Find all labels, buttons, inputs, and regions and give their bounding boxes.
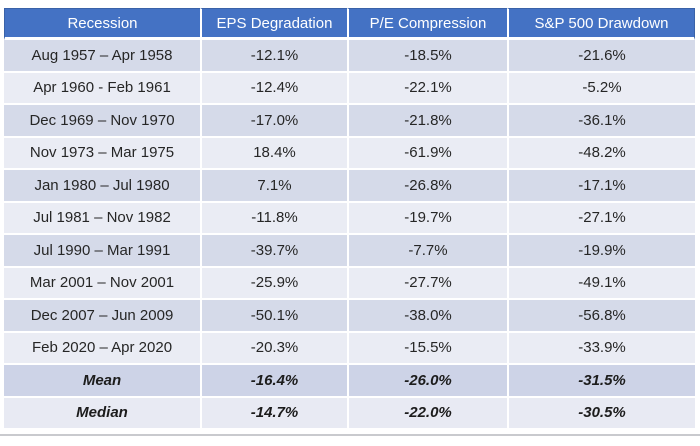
recession-cell: Apr 1960 - Feb 1961 [4, 72, 200, 105]
pe-compression-cell: -7.7% [347, 235, 507, 268]
recession-cell: Nov 1973 – Mar 1975 [4, 137, 200, 170]
recession-cell: Jul 1990 – Mar 1991 [4, 235, 200, 268]
median-pe-cell: -22.0% [347, 397, 507, 430]
recession-cell: Dec 1969 – Nov 1970 [4, 105, 200, 138]
sp500-drawdown-cell: -56.8% [507, 300, 695, 333]
recession-cell: Jul 1981 – Nov 1982 [4, 202, 200, 235]
median-drawdown-cell: -30.5% [507, 397, 695, 430]
sp500-drawdown-cell: -27.1% [507, 202, 695, 235]
mean-label: Mean [4, 365, 200, 398]
col-header-eps-degradation: EPS Degradation [200, 8, 347, 40]
pe-compression-cell: -22.1% [347, 72, 507, 105]
recession-cell: Jan 1980 – Jul 1980 [4, 170, 200, 203]
table-row: Mar 2001 – Nov 2001 -25.9% -27.7% -49.1% [4, 267, 695, 300]
median-row: Median -14.7% -22.0% -30.5% [4, 397, 695, 430]
eps-degradation-cell: -12.1% [200, 40, 347, 73]
eps-degradation-cell: 7.1% [200, 170, 347, 203]
bottom-divider-line [0, 434, 700, 436]
pe-compression-cell: -27.7% [347, 267, 507, 300]
median-label: Median [4, 397, 200, 430]
col-header-sp500-drawdown: S&P 500 Drawdown [507, 8, 695, 40]
eps-degradation-cell: -50.1% [200, 300, 347, 333]
table-row: Dec 1969 – Nov 1970 -17.0% -21.8% -36.1% [4, 105, 695, 138]
pe-compression-cell: -61.9% [347, 137, 507, 170]
col-header-recession: Recession [4, 8, 200, 40]
table-row: Jan 1980 – Jul 1980 7.1% -26.8% -17.1% [4, 170, 695, 203]
table-row: Jul 1981 – Nov 1982 -11.8% -19.7% -27.1% [4, 202, 695, 235]
sp500-drawdown-cell: -48.2% [507, 137, 695, 170]
recession-cell: Feb 2020 – Apr 2020 [4, 332, 200, 365]
table-row: Nov 1973 – Mar 1975 18.4% -61.9% -48.2% [4, 137, 695, 170]
mean-drawdown-cell: -31.5% [507, 365, 695, 398]
table-row: Apr 1960 - Feb 1961 -12.4% -22.1% -5.2% [4, 72, 695, 105]
eps-degradation-cell: -11.8% [200, 202, 347, 235]
table-row: Jul 1990 – Mar 1991 -39.7% -7.7% -19.9% [4, 235, 695, 268]
pe-compression-cell: -15.5% [347, 332, 507, 365]
eps-degradation-cell: 18.4% [200, 137, 347, 170]
median-eps-cell: -14.7% [200, 397, 347, 430]
col-header-pe-compression: P/E Compression [347, 8, 507, 40]
eps-degradation-cell: -20.3% [200, 332, 347, 365]
pe-compression-cell: -19.7% [347, 202, 507, 235]
table-row: Dec 2007 – Jun 2009 -50.1% -38.0% -56.8% [4, 300, 695, 333]
sp500-drawdown-cell: -17.1% [507, 170, 695, 203]
sp500-drawdown-cell: -5.2% [507, 72, 695, 105]
header-row: Recession EPS Degradation P/E Compressio… [4, 8, 695, 40]
eps-degradation-cell: -17.0% [200, 105, 347, 138]
eps-degradation-cell: -39.7% [200, 235, 347, 268]
recession-cell: Aug 1957 – Apr 1958 [4, 40, 200, 73]
pe-compression-cell: -18.5% [347, 40, 507, 73]
pe-compression-cell: -21.8% [347, 105, 507, 138]
recession-cell: Dec 2007 – Jun 2009 [4, 300, 200, 333]
sp500-drawdown-cell: -36.1% [507, 105, 695, 138]
eps-degradation-cell: -12.4% [200, 72, 347, 105]
pe-compression-cell: -26.8% [347, 170, 507, 203]
mean-row: Mean -16.4% -26.0% -31.5% [4, 365, 695, 398]
recession-drawdown-table: Recession EPS Degradation P/E Compressio… [4, 8, 695, 430]
sp500-drawdown-cell: -33.9% [507, 332, 695, 365]
table-row: Feb 2020 – Apr 2020 -20.3% -15.5% -33.9% [4, 332, 695, 365]
recession-cell: Mar 2001 – Nov 2001 [4, 267, 200, 300]
sp500-drawdown-cell: -21.6% [507, 40, 695, 73]
sp500-drawdown-cell: -19.9% [507, 235, 695, 268]
mean-pe-cell: -26.0% [347, 365, 507, 398]
mean-eps-cell: -16.4% [200, 365, 347, 398]
eps-degradation-cell: -25.9% [200, 267, 347, 300]
pe-compression-cell: -38.0% [347, 300, 507, 333]
table-row: Aug 1957 – Apr 1958 -12.1% -18.5% -21.6% [4, 40, 695, 73]
sp500-drawdown-cell: -49.1% [507, 267, 695, 300]
